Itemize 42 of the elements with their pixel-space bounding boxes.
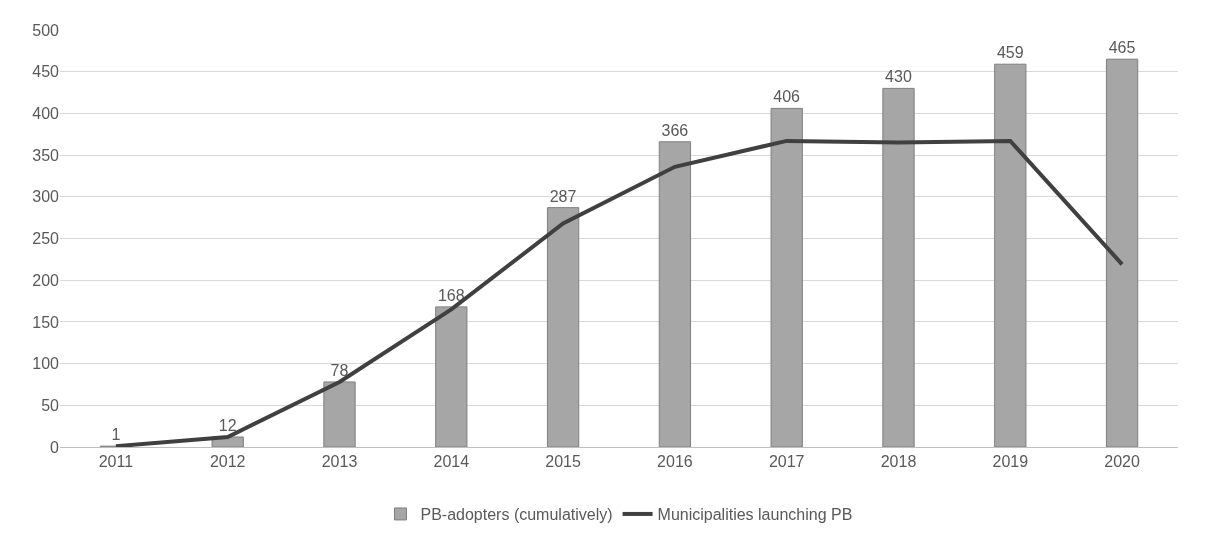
x-tick-label: 2017 (768, 453, 805, 471)
bar (994, 63, 1027, 447)
data-label: 78 (330, 361, 349, 379)
y-tick-label: 100 (32, 355, 60, 373)
x-tick-label: 2012 (209, 453, 246, 471)
x-tick-label: 2015 (545, 453, 581, 471)
legend-label: Municipalities launching PB (657, 506, 853, 524)
x-tick-label: 2016 (657, 453, 693, 471)
bar (323, 381, 356, 447)
bar (435, 306, 468, 447)
data-label: 12 (218, 416, 237, 434)
x-tick-label: 2014 (433, 453, 470, 471)
y-tick-label: 50 (41, 396, 60, 414)
x-tick-label: 2011 (98, 453, 134, 471)
y-tick-label: 150 (32, 313, 60, 331)
y-tick-label: 500 (32, 21, 60, 39)
data-label: 465 (1108, 39, 1136, 57)
x-tick-label: 2018 (880, 453, 917, 471)
y-tick-label: 300 (32, 188, 60, 206)
x-tick-label: 2013 (321, 453, 358, 471)
bar (770, 107, 803, 447)
data-label: 459 (996, 44, 1024, 62)
line-series (113, 138, 1125, 447)
data-label: 1 (111, 426, 121, 444)
bar (658, 141, 692, 447)
y-tick-label: 250 (32, 230, 60, 248)
x-tick-label: 2019 (992, 453, 1029, 471)
y-tick-label: 200 (32, 271, 60, 289)
y-tick-label: 450 (32, 63, 60, 81)
y-tick-label: 400 (32, 105, 60, 122)
data-label: 287 (549, 187, 577, 205)
bar (882, 87, 915, 447)
data-label: 406 (773, 88, 801, 106)
bar (546, 207, 580, 447)
legend-label: PB-adopters (cumulatively) (420, 506, 613, 524)
data-label: 366 (661, 121, 689, 139)
x-tick-label: 2020 (1104, 453, 1140, 471)
data-label: 430 (885, 68, 912, 86)
y-tick-label: 350 (32, 146, 60, 164)
bar (1105, 58, 1139, 447)
data-label: 168 (437, 286, 465, 304)
y-tick-label: 0 (50, 438, 60, 456)
